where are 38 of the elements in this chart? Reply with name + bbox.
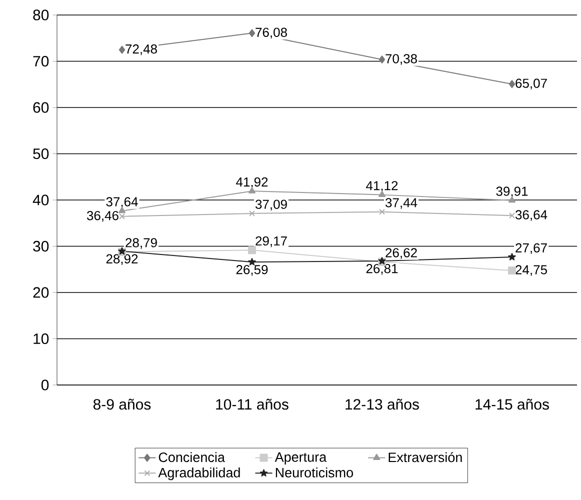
y-tick-label: 0 xyxy=(41,380,49,390)
y-tick-label: 50 xyxy=(33,148,49,160)
y-tick-label: 80 xyxy=(33,10,49,20)
data-label: 39,91 xyxy=(496,186,528,198)
data-label: 37,64 xyxy=(106,197,138,208)
y-tick-label: 10 xyxy=(34,333,49,344)
x-tick-label: 14-15 años xyxy=(476,398,549,410)
x-tick-label: 10-11 años xyxy=(216,398,288,410)
y-tick-label: 70 xyxy=(33,56,49,67)
data-label: 72,48 xyxy=(126,44,157,56)
data-label: 36,64 xyxy=(515,210,548,221)
data-label: 28,79 xyxy=(126,238,157,249)
data-label: 26,62 xyxy=(386,248,417,259)
legend-label: Agradabilidad xyxy=(158,468,240,480)
data-label: 36,46 xyxy=(86,210,118,222)
legend-label: Apertura xyxy=(274,452,327,465)
data-label: 26,81 xyxy=(366,264,398,275)
data-label: 27,67 xyxy=(516,243,547,254)
data-label: 37,44 xyxy=(386,198,418,209)
y-tick-label: 40 xyxy=(32,194,49,206)
legend-label: Extraversión xyxy=(388,452,462,462)
data-label: 76,08 xyxy=(256,28,287,38)
data-label: 41,92 xyxy=(236,177,268,188)
data-label: 37,09 xyxy=(256,200,287,210)
data-label: 41,12 xyxy=(366,181,398,192)
data-label: 24,75 xyxy=(516,265,547,276)
legend-label: Neuroticismo xyxy=(276,468,354,478)
y-tick-label: 30 xyxy=(33,240,49,252)
data-label: 29,17 xyxy=(256,236,287,248)
data-label: 70,38 xyxy=(386,54,417,65)
x-tick-label: 8-9 años xyxy=(93,398,151,410)
data-label: 65,07 xyxy=(516,78,547,90)
data-label: 26,59 xyxy=(236,265,268,276)
y-tick-label: 60 xyxy=(33,102,49,113)
x-tick-label: 12-13 años xyxy=(346,398,419,410)
data-label: 28,92 xyxy=(106,254,138,265)
y-tick-label: 20 xyxy=(33,287,49,298)
legend-label: Conciencia xyxy=(158,452,225,462)
